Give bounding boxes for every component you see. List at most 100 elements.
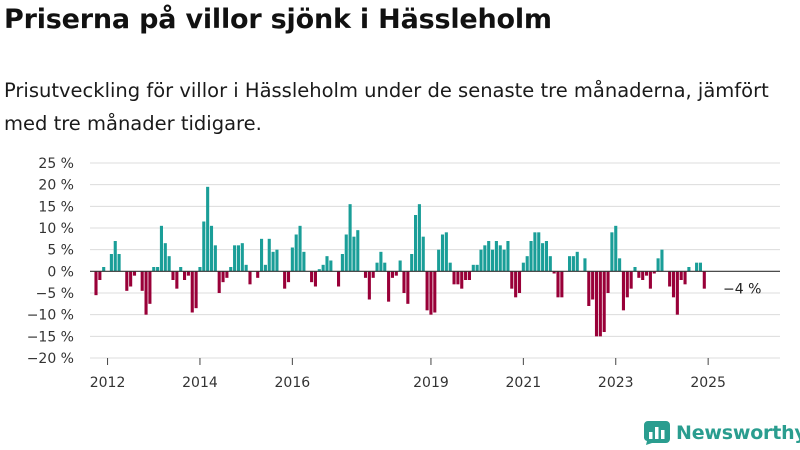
- bar: [290, 247, 294, 272]
- bar: [390, 271, 394, 278]
- bar: [144, 271, 148, 315]
- x-tick-label: 2012: [90, 375, 126, 391]
- y-tick-label: 5 %: [47, 243, 74, 259]
- bar: [560, 271, 564, 298]
- bar: [225, 271, 229, 278]
- y-tick-label: 15 %: [38, 199, 74, 215]
- bar: [286, 271, 291, 283]
- bar: [321, 264, 325, 272]
- bar: [275, 249, 279, 272]
- bar: [498, 245, 502, 272]
- bar: [217, 271, 221, 293]
- bar: [521, 262, 525, 272]
- bar: [171, 271, 175, 280]
- bar: [618, 258, 622, 272]
- bar: [186, 271, 190, 276]
- bar: [417, 204, 421, 272]
- bar: [102, 267, 106, 272]
- bar: [163, 243, 167, 272]
- y-tick-label: −15 %: [27, 329, 74, 345]
- bar: [514, 271, 518, 298]
- bar: [248, 271, 252, 285]
- bar: [198, 267, 202, 272]
- bar: [159, 225, 163, 272]
- bar: [317, 269, 321, 272]
- bar: [702, 271, 706, 289]
- bar: [552, 271, 556, 274]
- bar: [406, 271, 410, 304]
- bar: [271, 251, 275, 272]
- bar: [568, 256, 572, 272]
- bar: [641, 271, 645, 280]
- bar: [602, 271, 606, 332]
- bar: [371, 271, 375, 278]
- bar: [506, 241, 510, 272]
- bar: [587, 271, 591, 306]
- bar: [236, 245, 240, 272]
- page-title: Priserna på villor sjönk i Hässleholm: [4, 4, 552, 35]
- bar: [433, 271, 437, 313]
- x-tick-label: 2021: [506, 375, 542, 391]
- bar: [113, 241, 117, 272]
- bar: [452, 271, 456, 285]
- bar: [660, 249, 664, 272]
- y-tick-label: −20 %: [27, 351, 74, 367]
- bar: [209, 225, 214, 272]
- bar: [206, 186, 210, 272]
- bar: [410, 254, 414, 272]
- brand-name: Newsworthy: [676, 422, 800, 444]
- bar: [425, 271, 429, 311]
- y-tick-label: 10 %: [38, 221, 74, 237]
- bar: [421, 236, 425, 272]
- bar: [221, 271, 225, 283]
- bar: [537, 232, 541, 272]
- bar: [294, 234, 298, 272]
- chart-subtitle: Prisutveckling för villor i Hässleholm u…: [4, 79, 769, 135]
- bar: [240, 243, 244, 272]
- bar: [229, 267, 233, 272]
- bar: [348, 204, 352, 272]
- bar: [491, 249, 495, 272]
- bar: [109, 254, 113, 272]
- bar: [233, 245, 237, 272]
- bar: [375, 262, 379, 272]
- bar: [548, 256, 552, 272]
- bar: [140, 271, 144, 291]
- bar: [675, 271, 679, 315]
- bar: [337, 271, 341, 287]
- last-value-label: −4 %: [723, 282, 761, 298]
- bar: [156, 267, 160, 272]
- bar: [625, 271, 629, 298]
- bar: [379, 251, 383, 272]
- bar: [483, 245, 487, 272]
- bar-chart: −20 % −15 % −10 % −5 % 0 % 5 % 10 % 15 % 20 % 25 …: [27, 156, 780, 391]
- bar: [194, 271, 198, 309]
- bar: [387, 271, 391, 302]
- bar: [544, 241, 548, 272]
- bar: [125, 271, 129, 291]
- bar: [679, 271, 683, 280]
- bar: [494, 241, 498, 272]
- bar: [668, 271, 672, 287]
- bar: [695, 262, 699, 272]
- bar: [456, 271, 460, 285]
- bar: [448, 262, 452, 272]
- bar: [367, 271, 371, 300]
- bar: [529, 241, 533, 272]
- bar: [467, 271, 471, 280]
- bar: [98, 271, 102, 280]
- bar: [94, 271, 98, 296]
- x-tick-label: 2023: [598, 375, 634, 391]
- bar-chart-logo-icon: [644, 421, 670, 445]
- bar: [283, 271, 287, 289]
- bar: [244, 264, 248, 272]
- bar: [132, 271, 137, 276]
- bar: [383, 262, 387, 272]
- bar: [591, 271, 595, 300]
- bar: [471, 264, 475, 272]
- bar: [525, 256, 529, 272]
- bar: [629, 271, 633, 289]
- bar: [698, 262, 702, 272]
- bar: [606, 271, 610, 293]
- brand-logo[interactable]: Newsworthy: [644, 420, 800, 446]
